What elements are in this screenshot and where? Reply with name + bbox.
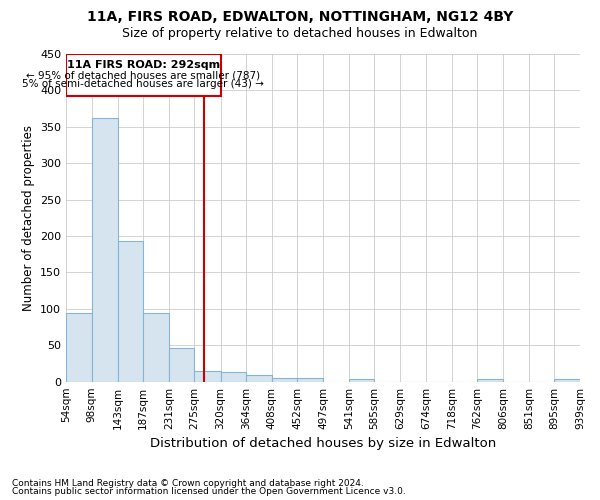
Text: 5% of semi-detached houses are larger (43) →: 5% of semi-detached houses are larger (4… <box>22 80 264 90</box>
Bar <box>66 312 92 382</box>
Bar <box>554 380 580 382</box>
Text: Size of property relative to detached houses in Edwalton: Size of property relative to detached ho… <box>122 28 478 40</box>
Bar <box>477 380 503 382</box>
Bar <box>246 375 272 382</box>
Bar <box>194 371 221 382</box>
Bar <box>297 378 323 382</box>
Bar <box>92 118 118 382</box>
Text: Contains HM Land Registry data © Crown copyright and database right 2024.: Contains HM Land Registry data © Crown c… <box>12 478 364 488</box>
Text: ← 95% of detached houses are smaller (787): ← 95% of detached houses are smaller (78… <box>26 70 260 80</box>
Bar <box>349 380 374 382</box>
Text: Contains public sector information licensed under the Open Government Licence v3: Contains public sector information licen… <box>12 487 406 496</box>
FancyBboxPatch shape <box>66 54 221 96</box>
Bar <box>221 372 246 382</box>
Text: 11A, FIRS ROAD, EDWALTON, NOTTINGHAM, NG12 4BY: 11A, FIRS ROAD, EDWALTON, NOTTINGHAM, NG… <box>87 10 513 24</box>
Bar <box>272 378 297 382</box>
Bar <box>143 312 169 382</box>
Bar <box>169 348 194 382</box>
Text: 11A FIRS ROAD: 292sqm: 11A FIRS ROAD: 292sqm <box>67 60 220 70</box>
X-axis label: Distribution of detached houses by size in Edwalton: Distribution of detached houses by size … <box>150 437 496 450</box>
Bar <box>118 241 143 382</box>
Y-axis label: Number of detached properties: Number of detached properties <box>22 125 35 311</box>
